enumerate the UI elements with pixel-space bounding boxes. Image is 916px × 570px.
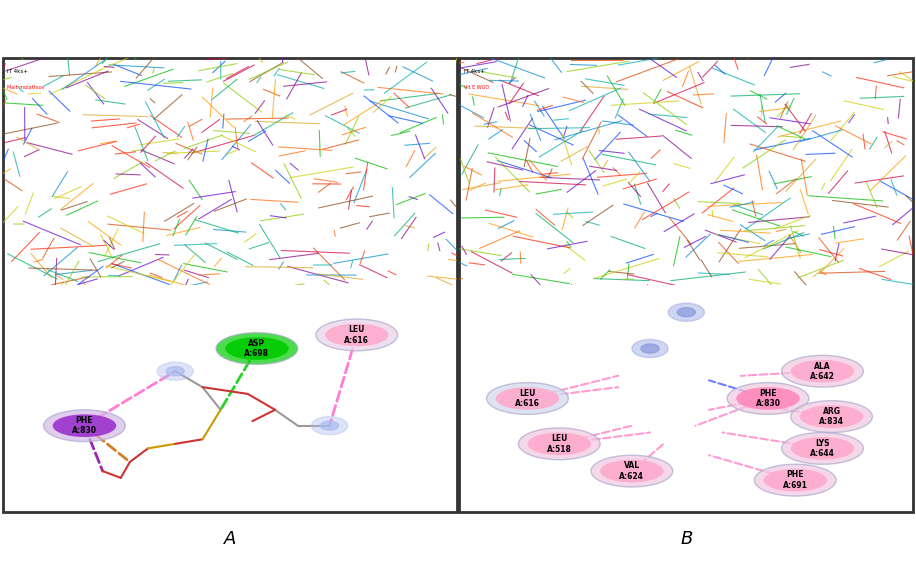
Text: A: A [224,530,236,548]
Text: B: B [680,530,692,548]
